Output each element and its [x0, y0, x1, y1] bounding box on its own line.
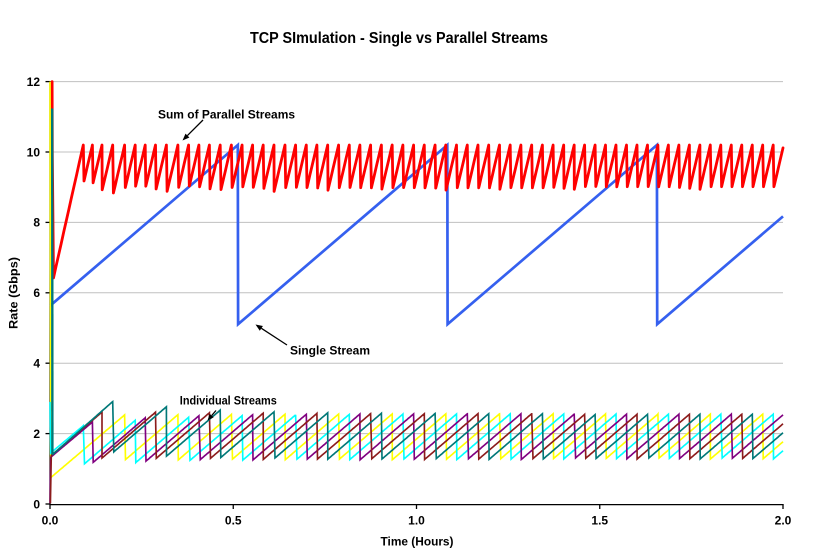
svg-text:Single Stream: Single Stream — [290, 344, 370, 358]
svg-text:0.5: 0.5 — [225, 514, 242, 528]
svg-text:8: 8 — [33, 216, 40, 230]
svg-text:2: 2 — [33, 427, 40, 441]
svg-text:2.0: 2.0 — [775, 514, 792, 528]
svg-text:10: 10 — [27, 145, 41, 159]
svg-text:0: 0 — [33, 497, 40, 511]
svg-text:6: 6 — [33, 286, 40, 300]
svg-text:0.0: 0.0 — [42, 514, 59, 528]
svg-text:1.5: 1.5 — [591, 514, 608, 528]
svg-text:Rate (Gbps): Rate (Gbps) — [7, 257, 21, 329]
svg-text:Time (Hours): Time (Hours) — [381, 535, 454, 549]
svg-text:Individual Streams: Individual Streams — [180, 394, 277, 408]
svg-text:4: 4 — [33, 357, 40, 371]
svg-text:TCP SImulation - Single vs Par: TCP SImulation - Single vs Parallel Stre… — [250, 30, 548, 47]
svg-text:Sum of Parallel Streams: Sum of Parallel Streams — [158, 108, 295, 122]
svg-text:12: 12 — [27, 75, 41, 89]
svg-text:1.0: 1.0 — [408, 514, 425, 528]
